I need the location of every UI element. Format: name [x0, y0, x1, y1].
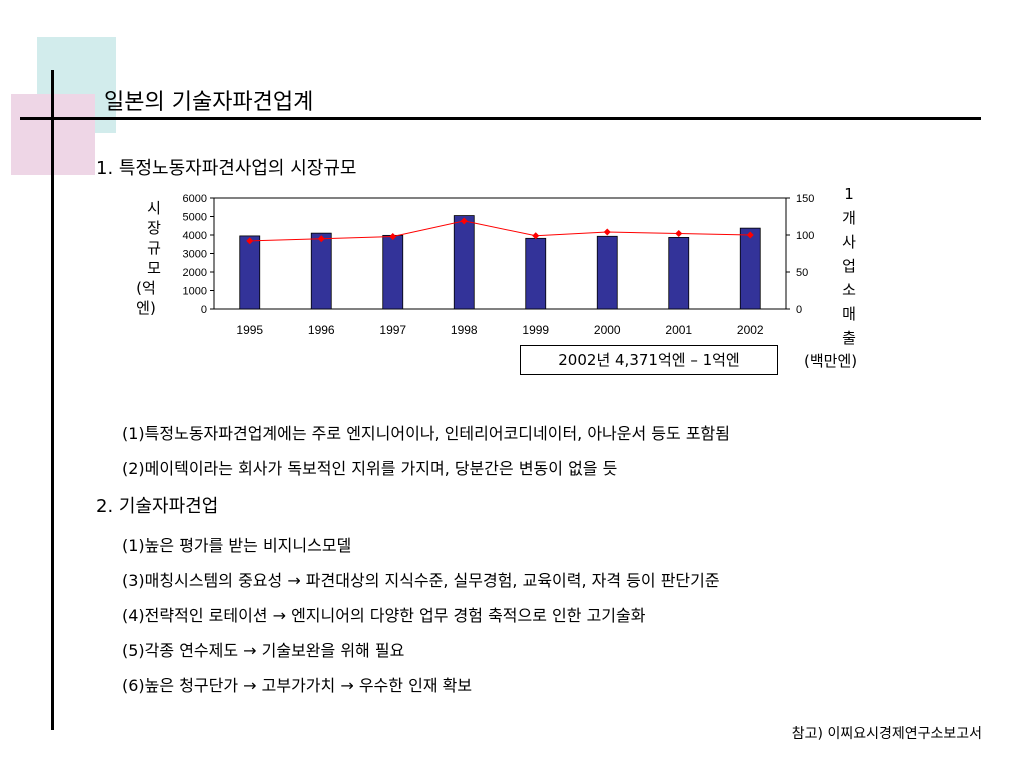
left-axis-unit: (억엔) — [136, 279, 156, 317]
left-axis-char: 장 — [147, 219, 161, 237]
section2-item-2: (3)매칭시스템의 중요성 → 파견대상의 지식수준, 실무경험, 교육이력, … — [122, 571, 720, 590]
right-axis-char: 개 — [842, 209, 856, 227]
bar-1997 — [382, 234, 404, 310]
right-tick-label: 0 — [796, 304, 802, 316]
right-axis-unit: (백만엔) — [804, 352, 858, 370]
x-tick-label: 1996 — [308, 323, 335, 337]
section1-item-2: (2)메이텍이라는 회사가 독보적인 지위를 가지며, 당분간은 변동이 없을 … — [122, 459, 618, 478]
section2-item-3: (4)전략적인 로테이션 → 엔지니어의 다양한 업무 경험 축적으로 인한 고… — [122, 606, 646, 625]
bar-1995 — [239, 235, 261, 310]
left-tick-label: 0 — [201, 304, 207, 316]
line-point-2000 — [603, 228, 611, 236]
x-tick-label: 1997 — [379, 323, 406, 337]
right-axis-char: 매 — [842, 305, 856, 323]
chart-note-box: 2002년 4,371억엔 – 1억엔 — [520, 345, 778, 375]
left-tick-label: 1000 — [183, 286, 207, 298]
section1-item-1: (1)특정노동자파견업계에는 주로 엔지니어이나, 인테리어코디네이터, 아나운… — [122, 424, 730, 443]
line-point-1995 — [246, 237, 254, 245]
title-underline — [20, 117, 981, 120]
left-tick-label: 4000 — [183, 230, 207, 242]
right-axis-char: 사 — [842, 233, 856, 251]
slide-title: 일본의 기술자파견업계 — [104, 90, 314, 115]
right-axis-char: 출 — [842, 329, 856, 347]
x-tick-label: 1999 — [522, 323, 549, 337]
line-point-2001 — [675, 230, 683, 238]
section2-item-4: (5)각종 연수제도 → 기술보완을 위해 필요 — [122, 641, 405, 660]
line-point-1997 — [389, 232, 397, 240]
right-tick-label: 150 — [796, 193, 814, 205]
right-axis-char: 업 — [842, 257, 856, 275]
bar-1996 — [310, 232, 332, 310]
left-axis-label: 시 장 규 모 (억엔) — [136, 198, 168, 318]
left-axis-char: 모 — [147, 259, 161, 277]
bar-2002 — [739, 227, 761, 310]
x-tick-label: 2001 — [665, 323, 692, 337]
bar-1999 — [525, 237, 547, 310]
plot-area-frame — [213, 197, 787, 310]
bar-2000 — [596, 235, 618, 310]
section2-item-5: (6)높은 청구단가 → 고부가가치 → 우수한 인재 확보 — [122, 676, 473, 695]
bar-2001 — [668, 237, 690, 310]
right-axis-char: 1 — [844, 185, 854, 203]
line-point-1998 — [460, 217, 468, 225]
x-tick-label: 2002 — [737, 323, 764, 337]
right-axis-char: 소 — [842, 281, 856, 299]
left-axis-char: 시 — [147, 199, 161, 217]
left-axis-char: 규 — [147, 239, 161, 257]
section1-heading: 1. 특정노동자파견사업의 시장규모 — [96, 158, 357, 179]
line-point-1996 — [317, 235, 325, 243]
section2-heading: 2. 기술자파견업 — [96, 496, 219, 517]
left-tick-label: 3000 — [183, 249, 207, 261]
line-point-1999 — [532, 232, 540, 240]
x-tick-label: 1995 — [236, 323, 263, 337]
section2-item-1: (1)높은 평가를 받는 비지니스모델 — [122, 536, 352, 555]
right-tick-label: 50 — [796, 267, 808, 279]
right-tick-label: 100 — [796, 230, 814, 242]
right-axis-label: 1 개 사 업 소 매 출 — [838, 182, 860, 350]
left-tick-label: 6000 — [183, 193, 207, 205]
source-footnote: 참고) 이찌요시경제연구소보고서 — [791, 726, 982, 742]
sales-line — [249, 220, 751, 242]
vertical-rule — [51, 70, 54, 730]
line-point-2002 — [746, 231, 754, 239]
left-tick-label: 2000 — [183, 267, 207, 279]
x-tick-label: 1998 — [451, 323, 478, 337]
x-tick-label: 2000 — [594, 323, 621, 337]
left-tick-label: 5000 — [183, 212, 207, 224]
bar-1998 — [453, 215, 475, 310]
